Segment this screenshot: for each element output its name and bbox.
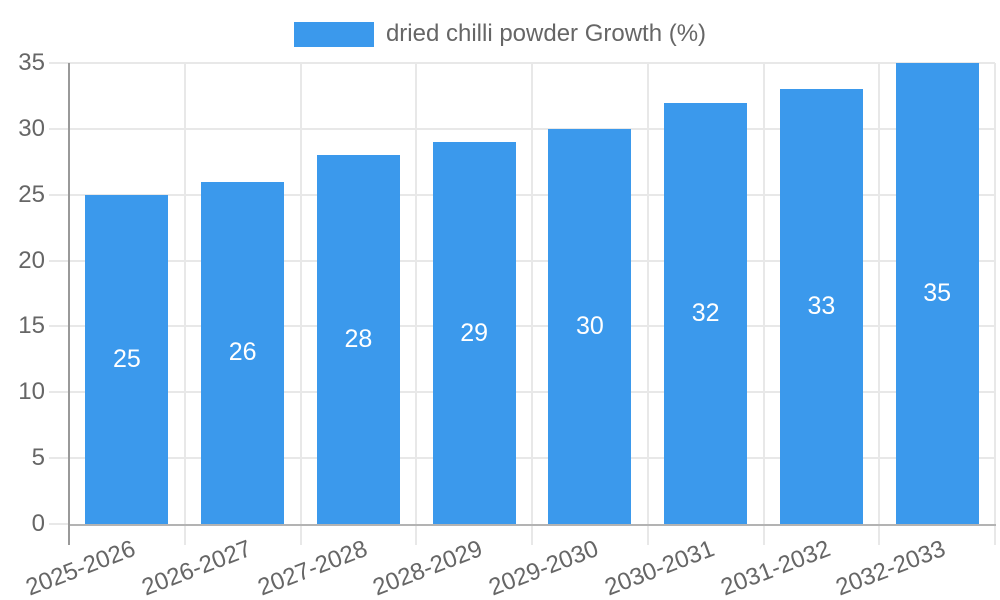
x-axis-tick-mark	[762, 524, 765, 545]
y-axis-line	[68, 63, 70, 545]
bar[interactable]: 25	[85, 194, 169, 524]
x-axis-tick-mark	[531, 524, 533, 545]
bar-value-label: 35	[923, 279, 952, 307]
y-tick-label: 10	[18, 378, 45, 406]
y-tick-label: 25	[18, 180, 45, 208]
x-tick-label: 2025-2026	[22, 535, 140, 600]
bar-value-label: 29	[460, 318, 489, 347]
legend-swatch	[293, 21, 374, 47]
x-axis-tick-mark	[299, 524, 302, 545]
bar[interactable]: 28	[316, 155, 400, 524]
y-axis-tick-mark	[49, 325, 69, 328]
legend-item[interactable]: dried chilli powder Growth (%)	[0, 20, 1000, 48]
bar[interactable]: 29	[432, 142, 516, 524]
y-axis-tick-mark	[49, 193, 69, 196]
x-axis-tick-mark	[878, 524, 881, 545]
x-axis-tick-mark	[646, 524, 649, 545]
bar[interactable]: 35	[895, 63, 979, 524]
y-tick-label: 20	[18, 246, 45, 274]
y-tick-label: 35	[18, 49, 45, 76]
y-tick-label: 30	[18, 114, 45, 142]
x-tick-label: 2028-2029	[369, 535, 487, 600]
gridline-vertical	[994, 63, 996, 524]
y-tick-label: 5	[31, 444, 45, 472]
bar-value-label: 33	[807, 292, 836, 321]
gridline-vertical	[531, 63, 533, 524]
y-tick-label: 15	[18, 312, 45, 340]
bar[interactable]: 33	[779, 89, 863, 524]
bar[interactable]: 30	[548, 128, 632, 524]
y-axis-tick-mark	[49, 62, 69, 64]
gridline-vertical	[299, 63, 302, 524]
bar[interactable]: 32	[664, 102, 748, 524]
gridline-vertical	[646, 63, 649, 524]
x-tick-label: 2029-2030	[485, 535, 603, 600]
bar-value-label: 26	[228, 338, 257, 367]
bar-value-label: 25	[112, 344, 141, 373]
x-tick-label: 2031-2032	[716, 535, 834, 600]
bar-value-label: 30	[575, 311, 604, 340]
bar-value-label: 28	[344, 325, 373, 354]
bar-value-label: 32	[691, 298, 720, 327]
x-tick-label: 2027-2028	[253, 535, 371, 600]
legend-label: dried chilli powder Growth (%)	[385, 20, 707, 47]
x-tick-label: 2032-2033	[832, 535, 950, 600]
x-axis-tick-mark	[994, 524, 996, 545]
x-tick-label: 2030-2031	[601, 535, 718, 600]
gridline-vertical	[878, 63, 881, 524]
gridline-vertical	[762, 63, 765, 524]
y-axis-tick-mark	[49, 523, 69, 525]
gridline-vertical	[183, 63, 186, 524]
x-axis-tick-mark	[183, 524, 186, 545]
y-axis-tick-mark	[49, 127, 69, 130]
y-axis-tick-mark	[49, 391, 69, 394]
y-tick-label: 0	[31, 510, 45, 537]
x-axis-tick-mark	[415, 524, 418, 545]
y-axis-tick-mark	[49, 457, 69, 460]
y-axis-tick-mark	[49, 259, 69, 262]
x-axis-line	[68, 524, 996, 526]
x-tick-label: 2026-2027	[138, 535, 255, 600]
bar[interactable]: 26	[201, 181, 285, 524]
gridline-vertical	[415, 63, 418, 524]
